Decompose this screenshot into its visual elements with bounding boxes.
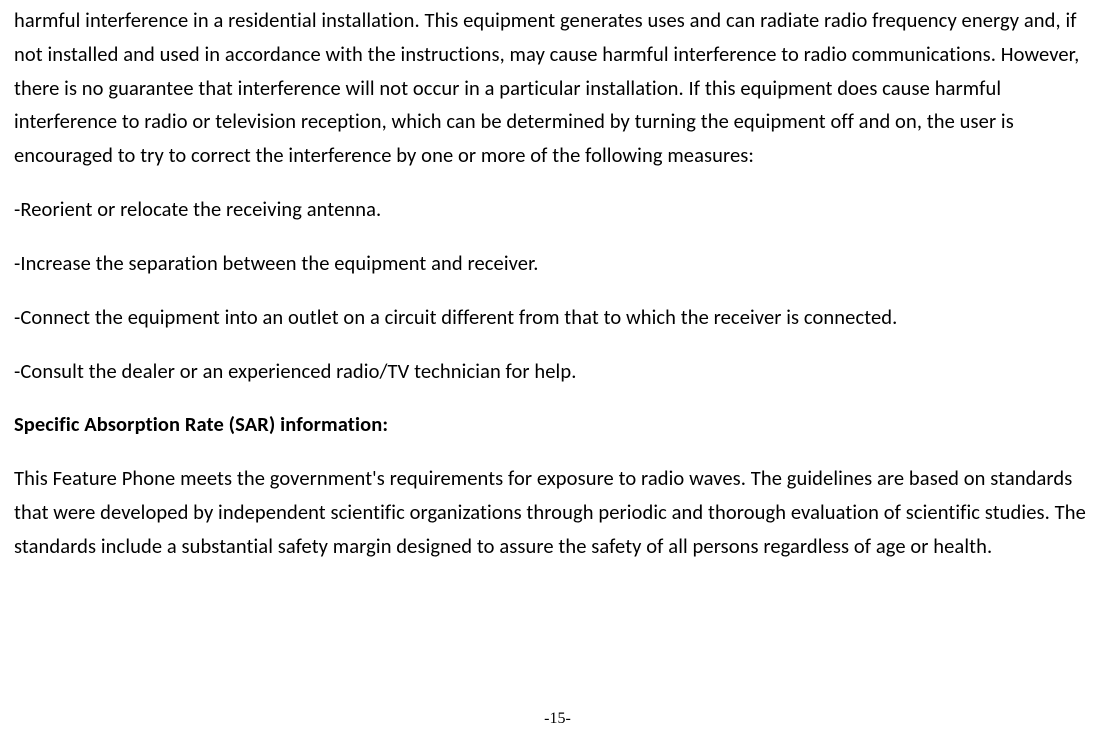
page-number: -15- xyxy=(0,710,1115,728)
intro-paragraph: harmful interference in a residential in… xyxy=(14,4,1101,173)
bullet-reorient: -Reorient or relocate the receiving ante… xyxy=(14,193,1101,227)
sar-heading: Specific Absorption Rate (SAR) informati… xyxy=(14,408,1101,442)
page-container: harmful interference in a residential in… xyxy=(0,0,1115,744)
bullet-consult: -Consult the dealer or an experienced ra… xyxy=(14,355,1101,389)
bullet-separation: -Increase the separation between the equ… xyxy=(14,247,1101,281)
sar-body-paragraph: This Feature Phone meets the government'… xyxy=(14,462,1101,563)
bullet-outlet: -Connect the equipment into an outlet on… xyxy=(14,301,1101,335)
